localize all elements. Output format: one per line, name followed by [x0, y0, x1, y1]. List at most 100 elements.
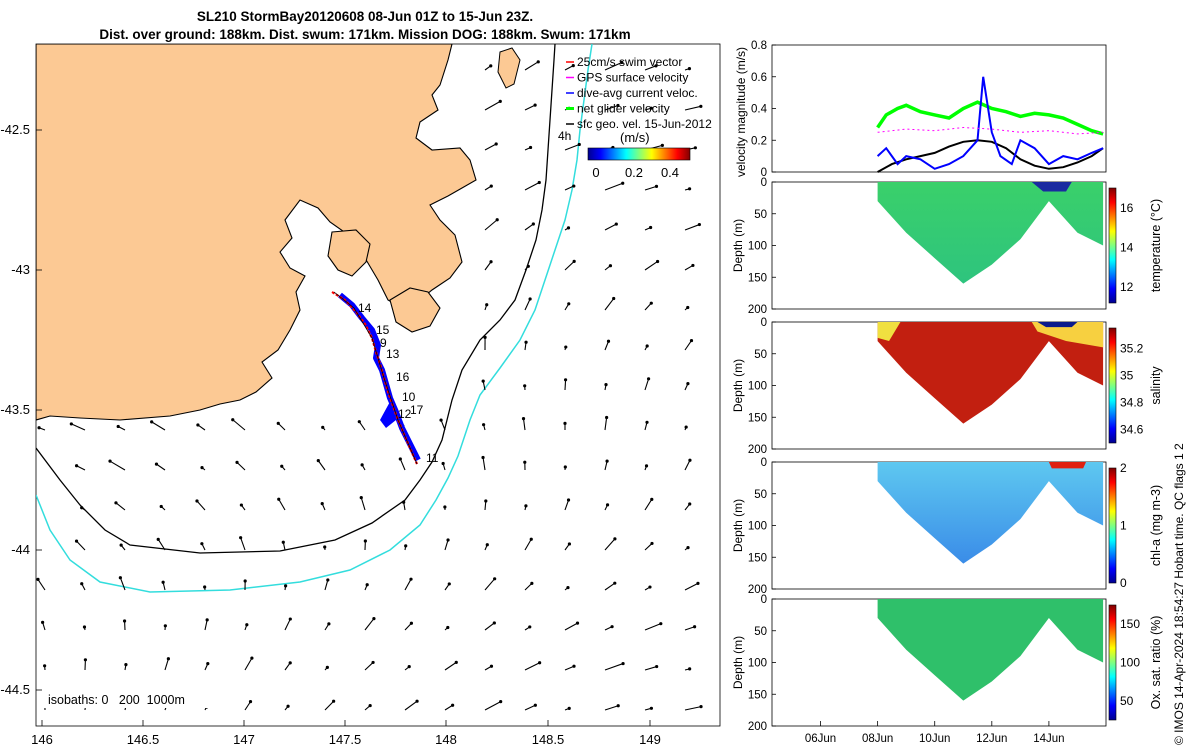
- current-arrow-head: [316, 459, 320, 463]
- current-arrow: [684, 459, 691, 471]
- map-legend: 25cm/s swim vector GPS surface velocitydi…: [566, 55, 712, 131]
- legend-entry: GPS surface velocity: [577, 71, 688, 85]
- current-arrow-head: [404, 544, 408, 548]
- current-arrow-head: [495, 218, 499, 222]
- current-arrow-head: [41, 620, 45, 624]
- current-arrow-head: [659, 622, 663, 626]
- current-arrow-head: [687, 66, 692, 71]
- current-arrow: [444, 539, 449, 551]
- current-arrow: [284, 618, 291, 631]
- current-arrow: [109, 460, 126, 471]
- current-arrow-head: [606, 339, 611, 343]
- net-track-line: [333, 291, 418, 465]
- current-arrow-head: [688, 458, 692, 462]
- current-arrow: [524, 538, 532, 551]
- island-land: [497, 47, 521, 89]
- current-arrow-head: [196, 423, 200, 427]
- current-arrow-head: [686, 546, 690, 550]
- current-arrow: [164, 658, 169, 671]
- current-arrow-head: [407, 665, 411, 669]
- current-arrow: [484, 622, 495, 631]
- velocity-series-line: [876, 76, 1104, 170]
- colorbar-bar: [587, 147, 691, 161]
- current-arrow-head: [454, 660, 458, 664]
- current-arrow-head: [494, 142, 498, 146]
- lon-tick-label: 148.5: [532, 732, 565, 747]
- velocity-ylabel: velocity magnitude (m/s): [734, 47, 748, 177]
- legend-entry: dive-avg current veloc.: [577, 86, 698, 100]
- depth-tick-label: 0: [761, 457, 767, 469]
- current-arrow: [564, 185, 575, 191]
- colorbar-tick-label: 0.4: [661, 165, 679, 180]
- velocity-ticks: 0 0.2 0.4 0.6 0.8: [751, 40, 776, 179]
- current-arrow: [524, 223, 534, 231]
- section-colorbar: [1108, 187, 1117, 304]
- section-field: [877, 182, 1104, 284]
- current-arrow: [604, 538, 616, 551]
- current-arrow: [522, 418, 526, 431]
- map-axes: 146 146.5 147 147.5 148 148.5 149-42.5-43-43.5…: [0, 122, 660, 747]
- current-arrow: [564, 622, 578, 631]
- depth-axis-label: Depth (m): [731, 636, 745, 689]
- section-salinity: 0 50 100 150 200 Depth (m) 34.6 34.8 35 35.2 salin…: [731, 317, 1163, 456]
- current-arrow-head: [567, 302, 571, 306]
- cold-surface-patch: [1031, 182, 1072, 192]
- footer-credit: © IMOS 14-Apr-2024 18:54:27 Hobart time.…: [1172, 443, 1186, 745]
- current-arrow-head: [621, 181, 625, 185]
- current-arrow-head: [528, 297, 532, 301]
- lat-tick-label: -42.5: [0, 122, 30, 137]
- current-arrow-head: [245, 623, 249, 627]
- velocity-series-line: [877, 126, 1104, 135]
- current-arrow-head: [610, 625, 614, 629]
- depth-tick-label: 150: [748, 412, 767, 424]
- current-arrow-head: [161, 580, 165, 584]
- current-arrow-head: [80, 506, 84, 510]
- current-arrow-head: [235, 460, 239, 464]
- current-arrow-head: [284, 584, 288, 588]
- current-arrow-head: [686, 382, 690, 386]
- depth-tick-label: 200: [748, 444, 767, 456]
- depth-tick-label: 50: [754, 209, 767, 221]
- current-arrow-head: [154, 462, 159, 466]
- current-arrow-head: [359, 496, 363, 500]
- current-arrow-head: [439, 418, 443, 422]
- current-arrow: [204, 619, 208, 631]
- track-day-label: 14: [358, 301, 372, 315]
- current-arrow-head: [524, 340, 528, 344]
- current-arrow-head: [563, 465, 567, 469]
- current-arrow: [151, 421, 166, 431]
- lon-tick-label: 148: [435, 732, 457, 747]
- depth-tick-label: 100: [748, 658, 767, 670]
- current-arrow-head: [166, 657, 170, 661]
- current-arrow-head: [572, 259, 576, 264]
- current-arrow: [232, 419, 246, 431]
- current-arrow: [364, 662, 374, 671]
- current-arrow: [644, 378, 650, 391]
- depth-tick-label: 150: [748, 689, 767, 701]
- current-arrow: [484, 100, 501, 111]
- current-arrow: [76, 540, 86, 551]
- current-arrow-head: [489, 260, 493, 264]
- current-arrow: [604, 104, 619, 111]
- current-arrow-head: [605, 459, 609, 463]
- depth-tick-label: 100: [748, 521, 767, 533]
- current-arrow-head: [320, 502, 324, 506]
- current-arrow-head: [645, 420, 649, 424]
- current-arrow: [482, 457, 486, 471]
- legend-entry: net glider velocity: [577, 102, 670, 116]
- current-arrow-head: [566, 226, 571, 230]
- section-colorbar: [1108, 604, 1117, 721]
- current-arrow-head: [365, 583, 369, 587]
- velocity-panel: 0 0.2 0.4 0.6 0.8 velocity magnitude (m/s): [734, 40, 1107, 179]
- current-arrow-head: [604, 383, 608, 387]
- current-arrow-head: [644, 464, 649, 468]
- current-arrow: [440, 419, 446, 431]
- figure-title: SL210 StormBay20120608 08-Jun 01Z to 15-…: [0, 8, 730, 44]
- current-arrow-head: [288, 661, 292, 665]
- current-arrow-head: [563, 378, 568, 382]
- colorbar-label: temperature (°C): [1149, 199, 1163, 292]
- current-arrow-head: [572, 664, 576, 668]
- current-arrow-head: [280, 464, 284, 468]
- colorbar-tick-label: 35.2: [1120, 341, 1144, 355]
- velocity-series-line: [877, 139, 1104, 173]
